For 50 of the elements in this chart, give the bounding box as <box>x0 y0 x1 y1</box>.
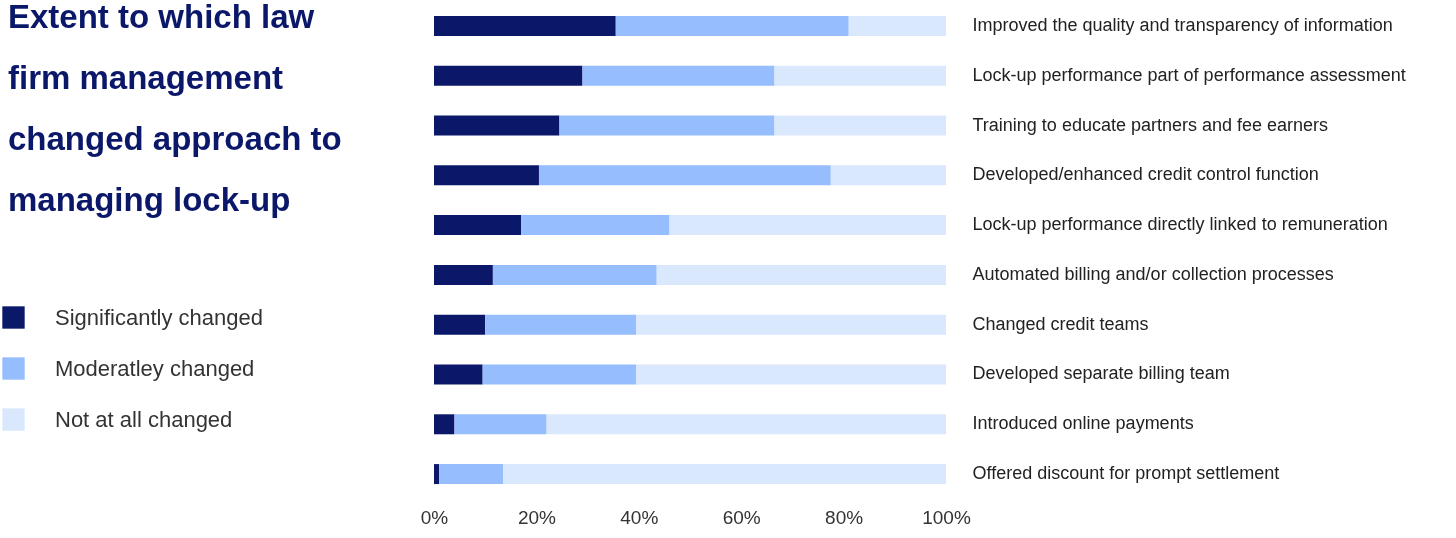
bar <box>521 215 670 236</box>
bar <box>774 115 946 136</box>
legend-label: Not at all changed <box>55 406 233 432</box>
bar <box>434 15 616 36</box>
bar <box>434 414 455 435</box>
y-tick-label: Improved the quality and transparency of information <box>972 14 1393 35</box>
x-tick-label: 60% <box>722 506 761 528</box>
bar <box>656 264 946 285</box>
bar <box>615 15 849 36</box>
legend-label: Significantly changed <box>55 304 263 330</box>
y-tick-label: Introduced online payments <box>972 413 1194 434</box>
x-tick-label: 40% <box>620 506 659 528</box>
x-tick-label: 100% <box>922 506 971 528</box>
bar <box>636 364 946 385</box>
bar <box>434 115 560 136</box>
bar <box>848 15 946 36</box>
y-tick-label: Lock-up performance part of performance assessment <box>972 64 1406 85</box>
bar <box>434 65 583 86</box>
y-tick-label: Changed credit teams <box>972 313 1149 334</box>
bar <box>774 65 946 86</box>
bar <box>503 464 946 485</box>
x-tick-label: 0% <box>420 506 449 528</box>
x-tick-label: 20% <box>517 506 557 528</box>
bar <box>439 464 504 485</box>
bar <box>830 165 946 186</box>
bar <box>492 264 657 285</box>
bar <box>434 264 493 285</box>
bar <box>559 115 775 136</box>
x-tick-label: 80% <box>825 506 864 528</box>
bar <box>669 215 946 236</box>
y-tick-label: Developed/enhanced credit control function <box>972 164 1319 185</box>
bar <box>434 364 483 385</box>
bar <box>434 215 522 236</box>
bar <box>434 314 486 335</box>
bar <box>485 314 637 335</box>
bar <box>482 364 637 385</box>
bar <box>636 314 946 335</box>
bar <box>434 464 440 485</box>
y-tick-label: Training to educate partners and fee earners <box>972 114 1329 135</box>
bar <box>454 414 547 435</box>
y-tick-label: Developed separate billing team <box>972 363 1230 384</box>
bar <box>546 414 946 435</box>
bar <box>434 165 539 186</box>
y-tick-label: Automated billing and/or collection processes <box>972 263 1334 284</box>
y-tick-label: Lock-up performance directly linked to remuneration <box>972 214 1388 235</box>
bar <box>538 165 831 186</box>
y-tick-label: Offered discount for prompt settlement <box>972 463 1280 484</box>
text: Extent to which law firm management changed approach to managing lock-up <box>8 0 342 218</box>
bar <box>582 65 775 86</box>
legend-label: Moderatley changed <box>55 355 255 381</box>
